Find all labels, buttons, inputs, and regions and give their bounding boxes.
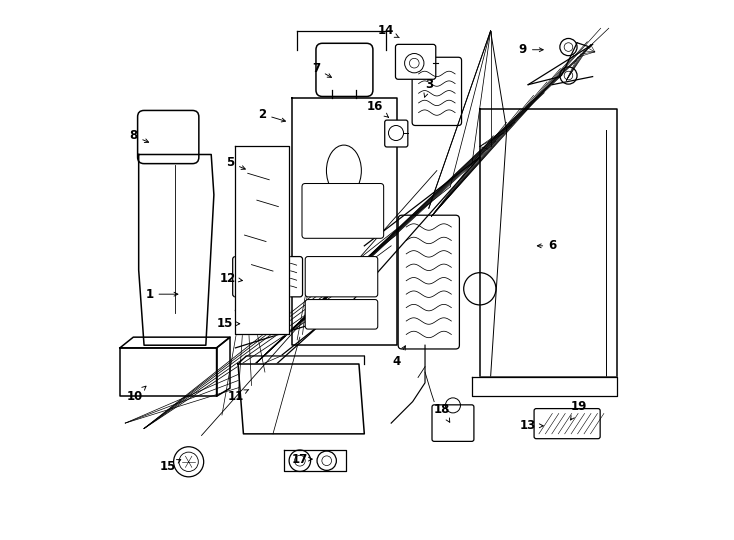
Text: 15: 15 [160,460,181,472]
Polygon shape [292,98,396,345]
Text: 8: 8 [129,129,148,143]
FancyBboxPatch shape [316,43,373,97]
Polygon shape [472,377,617,396]
Text: 3: 3 [424,78,433,97]
Polygon shape [120,337,230,348]
Text: 4: 4 [393,346,405,368]
Polygon shape [238,364,364,434]
Polygon shape [236,146,289,334]
Text: 11: 11 [228,389,249,403]
FancyBboxPatch shape [385,120,408,147]
Text: 18: 18 [434,403,451,422]
Polygon shape [236,310,289,316]
FancyBboxPatch shape [398,215,459,349]
FancyBboxPatch shape [534,409,600,438]
Text: 6: 6 [537,239,556,252]
Polygon shape [217,337,230,396]
Text: 5: 5 [226,156,245,170]
Text: 13: 13 [520,419,543,433]
FancyBboxPatch shape [412,57,462,125]
FancyBboxPatch shape [305,256,378,297]
Text: 1: 1 [145,288,178,301]
FancyBboxPatch shape [432,405,474,441]
Text: 10: 10 [127,386,146,403]
FancyBboxPatch shape [137,111,199,164]
FancyBboxPatch shape [233,256,302,297]
Polygon shape [284,450,346,471]
Text: 14: 14 [377,24,399,38]
Polygon shape [480,109,617,377]
Text: 17: 17 [291,453,312,465]
Polygon shape [120,348,217,396]
Polygon shape [139,154,214,345]
FancyBboxPatch shape [305,300,378,329]
Text: 12: 12 [219,272,242,285]
Text: 19: 19 [570,401,587,420]
Text: 16: 16 [367,100,388,117]
Text: 9: 9 [519,43,543,56]
Text: 7: 7 [312,62,332,77]
Text: 15: 15 [217,317,240,330]
FancyBboxPatch shape [396,44,436,79]
Text: 2: 2 [258,107,286,122]
FancyBboxPatch shape [302,184,384,238]
Ellipse shape [327,145,361,196]
